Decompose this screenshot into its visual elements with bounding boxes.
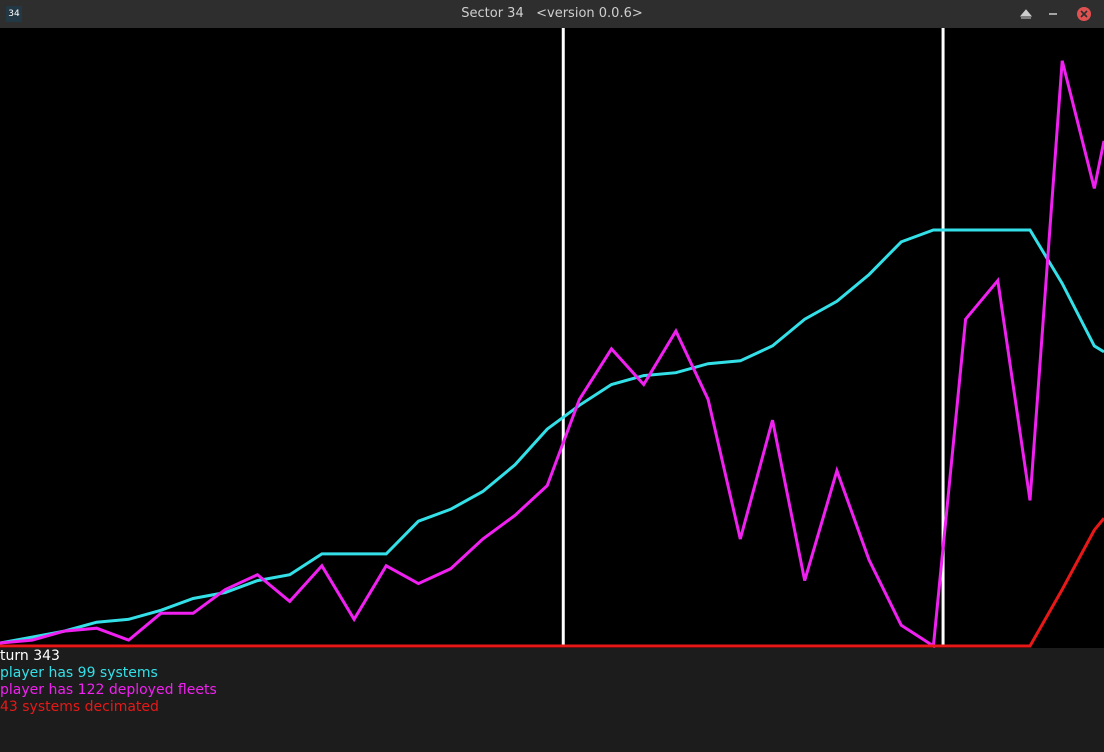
maximize-button[interactable]	[1019, 9, 1033, 19]
fleets-text: player has 122 deployed fleets	[0, 682, 217, 698]
series-line	[0, 60, 1104, 648]
turn-text: turn 343	[0, 648, 60, 664]
title-bar: 34 Sector 34 <version 0.0.6>	[0, 0, 1104, 28]
title-text: Sector 34	[461, 6, 524, 21]
window-title: Sector 34 <version 0.0.6>	[0, 6, 1104, 21]
systems-text: player has 99 systems	[0, 665, 158, 681]
chart	[0, 28, 1104, 648]
app-icon: 34	[6, 6, 22, 22]
series-line	[0, 517, 1104, 648]
window-controls	[1019, 7, 1091, 21]
status-panel: turn 343 player has 99 systems player ha…	[0, 648, 217, 716]
series-line	[0, 228, 1104, 645]
version: <version 0.0.6>	[536, 6, 643, 21]
plot-background	[0, 28, 1104, 648]
close-icon	[1080, 10, 1088, 18]
decimated-text: 43 systems decimated	[0, 699, 159, 715]
